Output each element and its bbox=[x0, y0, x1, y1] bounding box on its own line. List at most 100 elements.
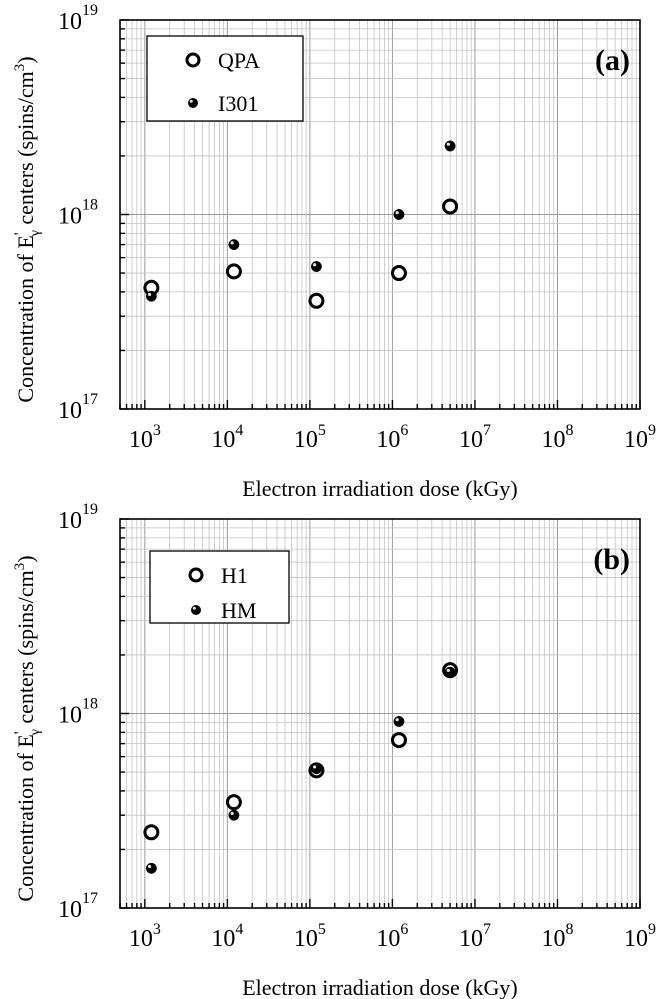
y-axis-label-b-close: ) bbox=[13, 555, 38, 562]
x-tick-label: 106 bbox=[376, 422, 408, 453]
x-tick-label-base: 10 bbox=[294, 427, 318, 453]
x-tick-label-base: 10 bbox=[376, 427, 400, 453]
y-axis-label-b-prime: ' bbox=[12, 731, 29, 734]
point-highlight bbox=[395, 718, 399, 722]
y-axis-label-a-main: Concentration of E bbox=[13, 235, 38, 402]
point-H1 bbox=[225, 794, 242, 811]
x-tick-label-base: 10 bbox=[376, 926, 400, 952]
point-highlight bbox=[395, 211, 399, 215]
point-highlight bbox=[446, 142, 450, 146]
panel-label-a: (a) bbox=[595, 44, 630, 77]
y-tick-label: 1017 bbox=[58, 890, 98, 923]
plot-frame-b bbox=[119, 518, 641, 909]
x-tick-label: 103 bbox=[129, 921, 161, 952]
y-axis-label-b-sub: γ bbox=[28, 729, 43, 736]
point-I301 bbox=[145, 290, 157, 302]
x-tick-label-base: 10 bbox=[541, 427, 565, 453]
y-tick-label-exp: 18 bbox=[82, 696, 98, 713]
point-QPA bbox=[308, 292, 325, 309]
y-tick-label-exp: 18 bbox=[82, 197, 98, 214]
data-marks-a bbox=[143, 140, 459, 309]
y-axis-label-a-sup: 3 bbox=[12, 64, 28, 72]
x-tick-label-exp: 8 bbox=[565, 921, 573, 938]
x-tick-label-exp: 8 bbox=[565, 422, 573, 439]
grid-b bbox=[119, 519, 641, 908]
y-tick-label: 1019 bbox=[58, 501, 98, 534]
y-tick-label-base: 10 bbox=[58, 398, 82, 424]
x-tick-label: 108 bbox=[541, 422, 573, 453]
point-highlight bbox=[147, 292, 152, 297]
x-tick-label-exp: 5 bbox=[318, 422, 326, 439]
y-axis-label-a-rest: centers (spins/cm bbox=[13, 71, 38, 230]
y-axis-label-b-rest: centers (spins/cm bbox=[13, 570, 38, 729]
x-tick-label: 107 bbox=[459, 921, 491, 952]
point-highlight bbox=[313, 263, 317, 267]
x-tick-label-base: 10 bbox=[459, 926, 483, 952]
point-HM bbox=[145, 862, 157, 874]
legend-box bbox=[149, 550, 290, 624]
point-I301 bbox=[228, 239, 240, 251]
x-tick-label-base: 10 bbox=[294, 926, 318, 952]
legend-label: QPA bbox=[218, 48, 260, 73]
point-highlight bbox=[313, 765, 317, 769]
point-I301 bbox=[444, 140, 456, 152]
y-tick-label: 1018 bbox=[58, 197, 98, 230]
point-H1 bbox=[390, 732, 407, 749]
legend-marker-open bbox=[188, 567, 204, 583]
x-tick-label-exp: 9 bbox=[648, 921, 656, 938]
legend-label: HM bbox=[221, 598, 256, 623]
y-axis-label-a-close: ) bbox=[13, 56, 38, 63]
legend-marker-highlight bbox=[192, 606, 196, 610]
panel-b: 103 104 105 106 107 108 109 1017 1018 1019 H1 HM (… bbox=[0, 499, 660, 999]
y-axis-label-b-main: Concentration of E bbox=[13, 734, 38, 901]
x-tick-label-base: 10 bbox=[211, 926, 235, 952]
x-tick-label-base: 10 bbox=[129, 427, 153, 453]
x-tick-label-base: 10 bbox=[624, 926, 648, 952]
legend-label: H1 bbox=[221, 563, 248, 588]
x-tick-label-exp: 3 bbox=[153, 422, 161, 439]
y-tick-label-base: 10 bbox=[58, 703, 82, 729]
y-tick-label-base: 10 bbox=[58, 9, 82, 35]
point-highlight bbox=[147, 864, 152, 869]
y-axis-label-b-sup: 3 bbox=[12, 563, 28, 571]
legend-label: I301 bbox=[218, 91, 258, 116]
x-tick-label-base: 10 bbox=[129, 926, 153, 952]
point-QPA bbox=[225, 263, 242, 280]
legend-marker-open bbox=[185, 52, 201, 68]
y-tick-label-base: 10 bbox=[58, 508, 82, 534]
point-QPA bbox=[442, 198, 459, 215]
legend-a: QPA I301 bbox=[146, 35, 304, 122]
y-axis-label-a-prime: ' bbox=[12, 232, 29, 235]
y-tick-label: 1019 bbox=[58, 2, 98, 35]
x-tick-label-exp: 6 bbox=[400, 422, 408, 439]
y-tick-label-base: 10 bbox=[58, 897, 82, 923]
y-tick-label-exp: 17 bbox=[82, 890, 98, 907]
y-tick-label-exp: 17 bbox=[82, 391, 98, 408]
y-axis-label-a-sub: γ bbox=[28, 230, 43, 237]
point-HM bbox=[228, 809, 240, 821]
y-axis-label-a: Concentration of E'γ centers (spins/cm3) bbox=[12, 56, 43, 402]
x-tick-label: 109 bbox=[624, 921, 656, 952]
x-tick-label-base: 10 bbox=[624, 427, 648, 453]
y-tick-label-exp: 19 bbox=[82, 2, 98, 19]
x-tick-label: 105 bbox=[294, 422, 326, 453]
point-HM bbox=[444, 666, 456, 678]
x-tick-label-exp: 4 bbox=[235, 422, 243, 439]
x-tick-label-base: 10 bbox=[541, 926, 565, 952]
x-tick-label-exp: 4 bbox=[235, 921, 243, 938]
legend-marker-filled bbox=[188, 98, 198, 108]
x-axis-label-b: Electron irradiation dose (kGy) bbox=[242, 975, 518, 999]
point-QPA bbox=[390, 265, 407, 282]
x-tick-label-exp: 3 bbox=[153, 921, 161, 938]
legend-marker-highlight bbox=[189, 99, 193, 103]
y-tick-label: 1018 bbox=[58, 696, 98, 729]
x-tick-label-exp: 9 bbox=[648, 422, 656, 439]
legend-b: H1 HM bbox=[149, 550, 290, 624]
x-tick-label-base: 10 bbox=[459, 427, 483, 453]
x-tick-label: 103 bbox=[129, 422, 161, 453]
x-tick-label-base: 10 bbox=[211, 427, 235, 453]
data-marks-b bbox=[143, 662, 459, 874]
